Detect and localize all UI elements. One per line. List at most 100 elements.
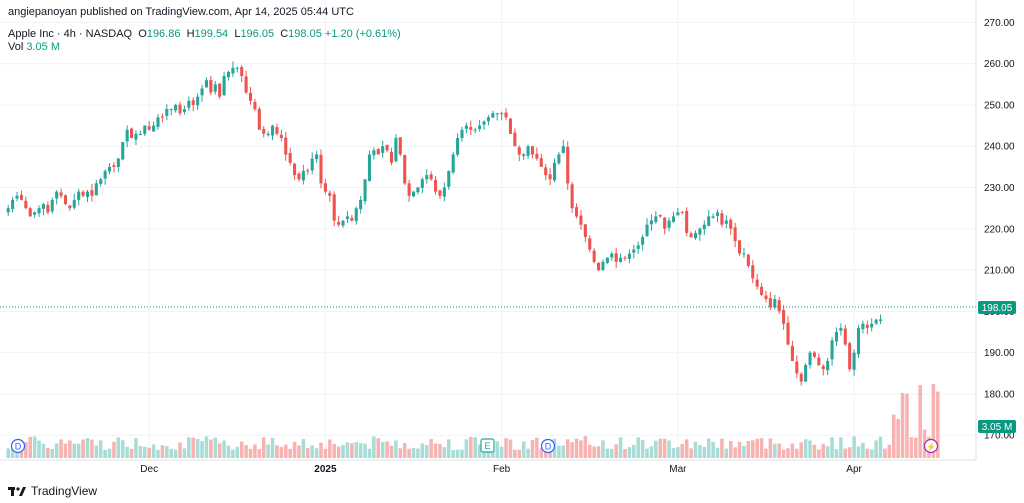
- volume-bar: [394, 440, 398, 458]
- volume-bar: [702, 446, 707, 458]
- ohlc-open: O196.86: [138, 28, 181, 40]
- volume-bar: [173, 449, 178, 458]
- price-axis[interactable]: 170.00180.00190.00200.00210.00220.00230.…: [984, 18, 1015, 442]
- candle-body: [588, 238, 592, 250]
- volume-bar: [654, 440, 658, 458]
- lightning-icon: ⚡: [926, 442, 936, 452]
- earnings-marker[interactable]: E: [480, 438, 495, 453]
- candle-body: [777, 300, 781, 312]
- candle-body: [41, 204, 45, 209]
- volume-bar: [156, 449, 160, 458]
- volume-legend[interactable]: Vol 3.05 M: [8, 41, 60, 53]
- volume-bar: [715, 447, 720, 458]
- candle-body: [112, 165, 116, 167]
- volume-bar: [830, 437, 834, 458]
- volume-bar: [689, 448, 693, 458]
- candle-body: [773, 298, 777, 308]
- volume-bar: [222, 440, 226, 458]
- candle-body: [271, 125, 275, 136]
- volume-bar: [601, 440, 605, 458]
- volume-bar: [451, 449, 455, 458]
- volume-bar: [587, 444, 592, 458]
- volume-bar: [618, 437, 623, 458]
- volume-bar: [464, 439, 469, 458]
- candle-body: [623, 257, 627, 259]
- candle-body: [693, 232, 698, 239]
- volume-bar: [107, 448, 112, 458]
- candle-body: [315, 154, 319, 160]
- candle-body: [156, 117, 160, 127]
- time-tick-label: Mar: [669, 464, 687, 475]
- volume-bar: [81, 439, 85, 458]
- volume-bar: [574, 438, 579, 458]
- footer-brand[interactable]: TradingView: [8, 484, 97, 498]
- candle-body: [332, 194, 336, 221]
- candle-body: [724, 220, 728, 224]
- candle-body: [398, 137, 402, 155]
- candle-body: [605, 257, 609, 263]
- candle-body: [19, 194, 23, 200]
- price-badge-label: 198.05: [982, 303, 1013, 314]
- candlesticks: [6, 61, 883, 386]
- lightning-marker[interactable]: ⚡: [923, 438, 939, 454]
- grid: [0, 0, 976, 460]
- candle-body: [59, 192, 63, 196]
- candle-body: [174, 104, 178, 111]
- candle-body: [28, 208, 32, 217]
- price-tick-label: 270.00: [984, 18, 1015, 29]
- volume-bar: [865, 448, 870, 458]
- volume-bar: [63, 443, 68, 458]
- candle-body: [376, 149, 380, 155]
- volume-bar: [28, 436, 32, 458]
- candle-body: [782, 309, 786, 324]
- volume-bar: [874, 440, 878, 458]
- volume-bar: [279, 446, 284, 458]
- volume-bar: [720, 438, 724, 458]
- volume-bar: [72, 443, 77, 458]
- volume-bar: [10, 448, 15, 458]
- volume-bar: [385, 441, 389, 458]
- candle-body: [610, 253, 614, 258]
- volume-bar: [129, 448, 134, 458]
- dividend-marker-1[interactable]: D: [10, 438, 26, 454]
- time-axis[interactable]: Dec 2025 Feb Mar Apr: [140, 464, 862, 475]
- volume-bar: [486, 448, 491, 458]
- volume-bar: [98, 440, 103, 458]
- candle-body: [425, 175, 429, 180]
- candle-body: [68, 205, 72, 209]
- candle-body: [738, 240, 742, 254]
- candle-body: [253, 101, 257, 110]
- volume-bar: [32, 436, 37, 458]
- candle-body: [768, 298, 772, 308]
- volume-bar: [323, 448, 328, 458]
- price-tick-label: 170.00: [984, 431, 1015, 442]
- volume-bar: [526, 448, 530, 458]
- volume-bar: [790, 443, 795, 458]
- candle-body: [24, 200, 28, 209]
- volume-bar: [623, 449, 627, 458]
- volume-bar: [209, 439, 213, 458]
- candle-body: [839, 327, 843, 331]
- candle-body: [350, 217, 354, 221]
- price-tick-label: 220.00: [984, 224, 1015, 235]
- volume-bar: [777, 443, 781, 458]
- volume-bar: [253, 444, 257, 458]
- candle-body: [495, 113, 499, 115]
- candle-body: [403, 155, 407, 184]
- volume-bar: [839, 437, 843, 458]
- candle-body: [478, 125, 482, 130]
- dividend-marker-2[interactable]: D: [540, 438, 556, 454]
- volume-bar: [332, 443, 336, 458]
- candle-body: [702, 224, 706, 230]
- candle-body: [486, 117, 490, 122]
- candle-body: [407, 183, 411, 196]
- volume-bar: [517, 449, 522, 458]
- candle-body: [579, 215, 583, 225]
- symbol-legend[interactable]: Apple Inc · 4h · NASDAQ O196.86 H199.54 …: [8, 28, 401, 40]
- candle-body: [345, 216, 349, 219]
- ohlc-high: H199.54: [186, 28, 229, 40]
- volume-bar: [614, 444, 618, 458]
- volume-bar: [583, 436, 588, 458]
- candle-body: [627, 253, 631, 259]
